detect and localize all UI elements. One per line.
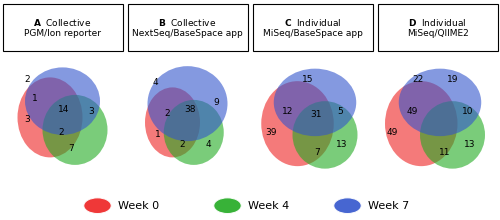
Text: 1: 1 xyxy=(154,130,160,139)
Text: 38: 38 xyxy=(184,105,196,114)
FancyBboxPatch shape xyxy=(2,4,122,51)
Text: Week 7: Week 7 xyxy=(368,201,409,211)
Text: 49: 49 xyxy=(387,128,398,137)
Text: 5: 5 xyxy=(337,107,343,116)
Ellipse shape xyxy=(274,69,356,136)
Ellipse shape xyxy=(292,101,358,169)
Ellipse shape xyxy=(420,101,485,169)
Text: 14: 14 xyxy=(58,105,70,114)
Ellipse shape xyxy=(334,198,361,214)
Text: 1: 1 xyxy=(32,94,38,103)
Text: $\bf{A}$  Collective: $\bf{A}$ Collective xyxy=(34,17,92,28)
Text: MiSeq/BaseSpace app: MiSeq/BaseSpace app xyxy=(262,29,362,38)
Text: 2: 2 xyxy=(180,140,186,149)
Text: 13: 13 xyxy=(464,140,476,149)
Text: 13: 13 xyxy=(336,140,347,149)
Text: 12: 12 xyxy=(282,107,293,116)
Text: 2: 2 xyxy=(24,75,30,84)
Text: Week 4: Week 4 xyxy=(248,201,289,211)
Text: MiSeq/QIIME2: MiSeq/QIIME2 xyxy=(406,29,469,38)
Text: $\bf{D}$  Individual: $\bf{D}$ Individual xyxy=(408,17,467,28)
Text: Week 0: Week 0 xyxy=(118,201,158,211)
Text: 22: 22 xyxy=(412,75,423,84)
Text: 31: 31 xyxy=(310,110,322,119)
Text: 10: 10 xyxy=(462,107,473,116)
Ellipse shape xyxy=(145,87,200,157)
Text: $\bf{B}$  Collective: $\bf{B}$ Collective xyxy=(158,17,216,28)
Text: PGM/Ion reporter: PGM/Ion reporter xyxy=(24,29,101,38)
Ellipse shape xyxy=(148,66,228,141)
Text: 7: 7 xyxy=(68,144,74,153)
Text: 39: 39 xyxy=(266,128,277,137)
Text: 7: 7 xyxy=(314,148,320,157)
Text: 4: 4 xyxy=(206,140,212,149)
FancyBboxPatch shape xyxy=(252,4,372,51)
Ellipse shape xyxy=(42,95,108,165)
Ellipse shape xyxy=(18,77,82,157)
Ellipse shape xyxy=(164,100,224,165)
Ellipse shape xyxy=(399,69,481,136)
Ellipse shape xyxy=(25,67,100,135)
Text: $\bf{C}$  Individual: $\bf{C}$ Individual xyxy=(284,17,341,28)
Text: 49: 49 xyxy=(407,107,418,116)
FancyBboxPatch shape xyxy=(128,4,248,51)
Ellipse shape xyxy=(84,198,111,214)
Text: NextSeq/BaseSpace app: NextSeq/BaseSpace app xyxy=(132,29,243,38)
Text: 3: 3 xyxy=(88,107,94,116)
Ellipse shape xyxy=(214,198,241,214)
Text: 2: 2 xyxy=(164,109,170,118)
Text: 3: 3 xyxy=(24,116,30,124)
Text: 9: 9 xyxy=(214,98,219,107)
Text: 2: 2 xyxy=(58,128,64,137)
Ellipse shape xyxy=(385,81,458,166)
Text: 15: 15 xyxy=(302,75,313,84)
Text: 11: 11 xyxy=(440,148,451,157)
Ellipse shape xyxy=(261,81,334,166)
Text: 4: 4 xyxy=(152,78,158,87)
FancyBboxPatch shape xyxy=(378,4,498,51)
Text: 19: 19 xyxy=(447,75,458,84)
